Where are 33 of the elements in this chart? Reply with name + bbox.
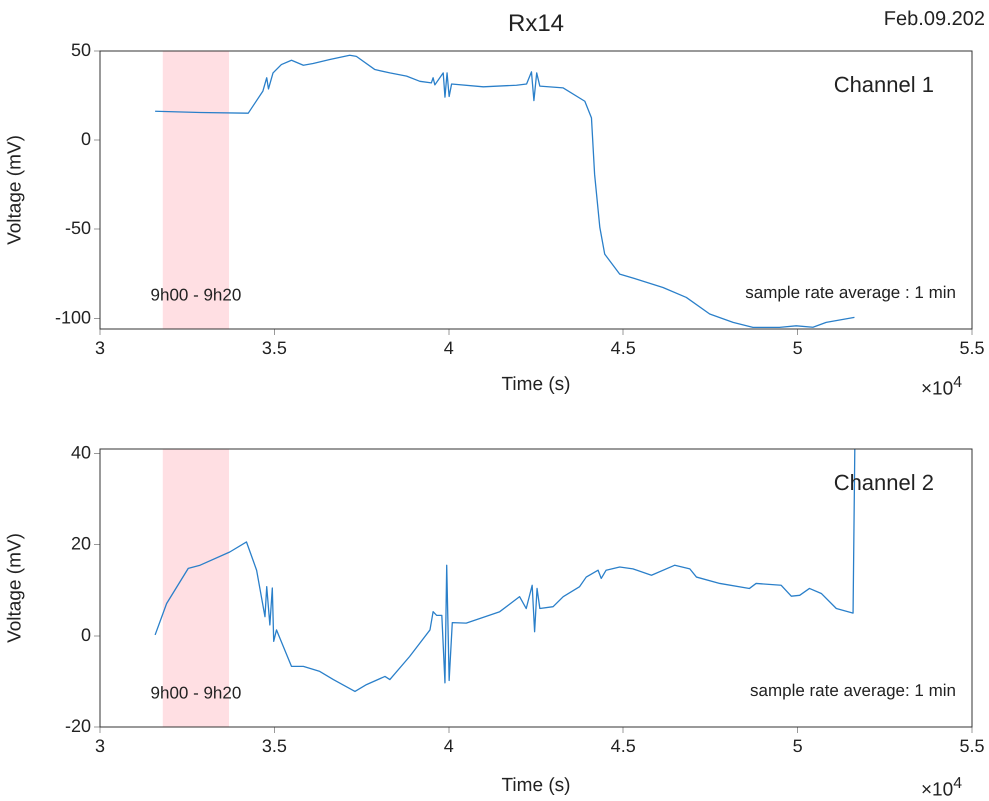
x-tick-label: 4 [444,338,454,358]
text: ×10$^{4}$ [920,374,962,400]
x-tick-label: 5 [792,736,803,756]
y-tick-label: 0 [80,129,91,150]
x-tick-label: 3.5 [262,736,287,756]
y-tick-label: 50 [70,40,91,60]
y-tick-label: -100 [54,307,91,328]
y-tick-label: 40 [70,442,91,463]
chart-subtitle: Feb.09.202 [884,8,985,31]
x-tick-label: 4 [444,736,454,756]
x-tick-label: 3.5 [262,338,287,358]
x-axis-title: Time (s) [502,774,570,796]
x-tick-label: 5.5 [959,736,985,756]
x-tick-label: 4.5 [610,338,636,358]
text: ×10$^{4}$ [920,775,962,801]
chart-title: Rx14 [508,10,564,37]
y-tick-label: 0 [80,624,91,645]
annotation: Channel 1 [834,72,934,98]
x-tick-label: 4.5 [610,736,636,756]
annotation: sample rate average : 1 min [745,283,956,303]
band-label: 9h00 - 9h20 [150,286,242,305]
y-axis-title: Voltage (mV) [4,533,26,643]
y-axis-title: Voltage (mV) [4,135,26,245]
band-label: 9h00 - 9h20 [150,684,242,703]
y-tick-label: 20 [70,534,91,554]
x-tick-label: 5.5 [959,338,985,358]
annotation: sample rate average: 1 min [750,681,956,701]
x-tick-label: 3 [94,736,106,756]
y-tick-label: -20 [64,716,91,736]
x-axis-title: Time (s) [502,374,570,395]
x-tick-label: 3 [94,338,106,358]
x-tick-label: 5 [792,338,803,358]
y-tick-label: -50 [64,218,91,238]
